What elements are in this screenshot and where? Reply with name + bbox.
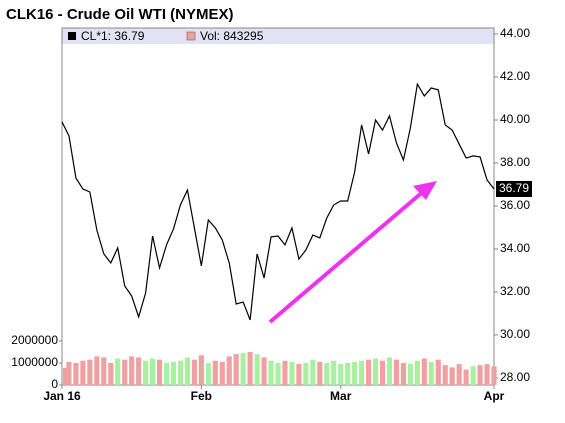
legend-band	[62, 28, 494, 44]
chart-title: CLK16 - Crude Oil WTI (NYMEX)	[6, 6, 234, 23]
volume-bar	[372, 358, 379, 385]
volume-bar	[379, 360, 386, 385]
y2-tick-label: 30.00	[500, 327, 530, 341]
volume-bar	[205, 362, 211, 385]
volume-bar	[212, 360, 218, 385]
volume-bar	[435, 359, 441, 385]
legend-label: Vol: 843295	[200, 29, 264, 43]
volume-bar	[282, 360, 288, 385]
volume-bar	[66, 361, 72, 385]
volume-bar	[143, 360, 149, 385]
price-line	[61, 82, 495, 321]
y2-tick-label: 32.00	[500, 284, 530, 298]
y2-tick-label: 38.00	[500, 155, 530, 169]
volume-bar	[170, 361, 177, 385]
y-tick-label: 1000000	[11, 355, 58, 369]
y2-tick-label: 44.00	[500, 26, 530, 40]
volume-bar	[400, 362, 406, 385]
volume-bar	[80, 360, 86, 385]
y2-tick-label: 42.00	[500, 69, 530, 83]
volume-bar	[366, 359, 372, 385]
volume-bar	[122, 359, 128, 385]
volume-bar	[407, 364, 413, 385]
volume-bar	[177, 360, 184, 385]
volume-bar	[219, 361, 225, 385]
last-price-box	[496, 180, 532, 197]
volume-bar	[191, 359, 197, 385]
volume-bar	[129, 356, 135, 385]
arrow-head	[413, 181, 437, 200]
trend-arrow	[268, 188, 427, 324]
legend-label: CL*1: 36.79	[81, 29, 145, 43]
volume-bar	[463, 369, 469, 385]
volume-bar	[156, 359, 163, 385]
volume-bar	[386, 357, 393, 385]
y-tick-label: 0	[51, 377, 58, 391]
x-tick-label: Jan 16	[43, 389, 81, 403]
volume-bar	[268, 360, 274, 385]
volume-bar	[310, 359, 316, 385]
volume-bar	[261, 357, 267, 385]
volume-bar	[254, 354, 260, 385]
volume-bar	[184, 357, 190, 385]
volume-bar	[303, 362, 309, 385]
volume-bar	[352, 361, 358, 385]
volume-bar	[296, 364, 302, 385]
volume-bar	[233, 354, 239, 385]
volume-bar	[247, 351, 253, 385]
x-tick-label: Feb	[191, 389, 212, 403]
y2-tick-label: 28.00	[500, 370, 530, 384]
volume-bar	[324, 362, 330, 385]
y2-tick-label: 34.00	[500, 241, 530, 255]
volume-bar	[491, 366, 497, 385]
volume-bar	[289, 361, 295, 385]
volume-bar	[456, 364, 462, 385]
volume-bar	[421, 358, 427, 385]
last-price-label: 36.79	[499, 181, 529, 195]
volume-bar	[317, 361, 323, 385]
volume-bar	[484, 364, 490, 385]
volume-bar	[428, 361, 434, 385]
volume-bar	[101, 357, 107, 385]
volume-bar	[73, 362, 79, 385]
volume-bar	[115, 358, 121, 385]
volume-bar	[275, 362, 281, 385]
legend-swatch	[68, 32, 76, 40]
x-tick-label: Apr	[484, 389, 505, 403]
volume-bar	[87, 359, 93, 385]
volume-bar	[163, 362, 170, 385]
volume-bar	[240, 353, 246, 385]
marks: Jan 16 Feb Mar Apr 0 1000000 2000000 28.00 30.00…	[11, 26, 532, 403]
volume-bar	[226, 356, 232, 385]
legend-swatch	[186, 31, 196, 41]
volume-bar	[477, 365, 483, 385]
volume-bar	[150, 358, 156, 385]
volume-bar	[442, 365, 448, 385]
volume-bar	[136, 357, 142, 385]
volume-bar	[338, 364, 344, 385]
y2-tick-label: 36.00	[500, 198, 530, 212]
volume-bar	[94, 356, 100, 385]
volume-bar	[345, 362, 351, 385]
volume-bar	[108, 362, 114, 385]
y2-tick-label: 40.00	[500, 112, 530, 126]
volume-bar	[331, 360, 337, 385]
volume-bar	[393, 359, 400, 385]
volume-bar	[359, 360, 365, 385]
volume-bar	[470, 366, 476, 385]
x-tick-label: Mar	[330, 389, 352, 403]
volume-bar	[449, 367, 455, 385]
y-tick-label: 2000000	[11, 333, 58, 347]
plot-frame	[61, 27, 495, 386]
volume-bar	[198, 355, 204, 385]
volume-bar	[414, 360, 420, 385]
volume-bar	[63, 367, 69, 385]
